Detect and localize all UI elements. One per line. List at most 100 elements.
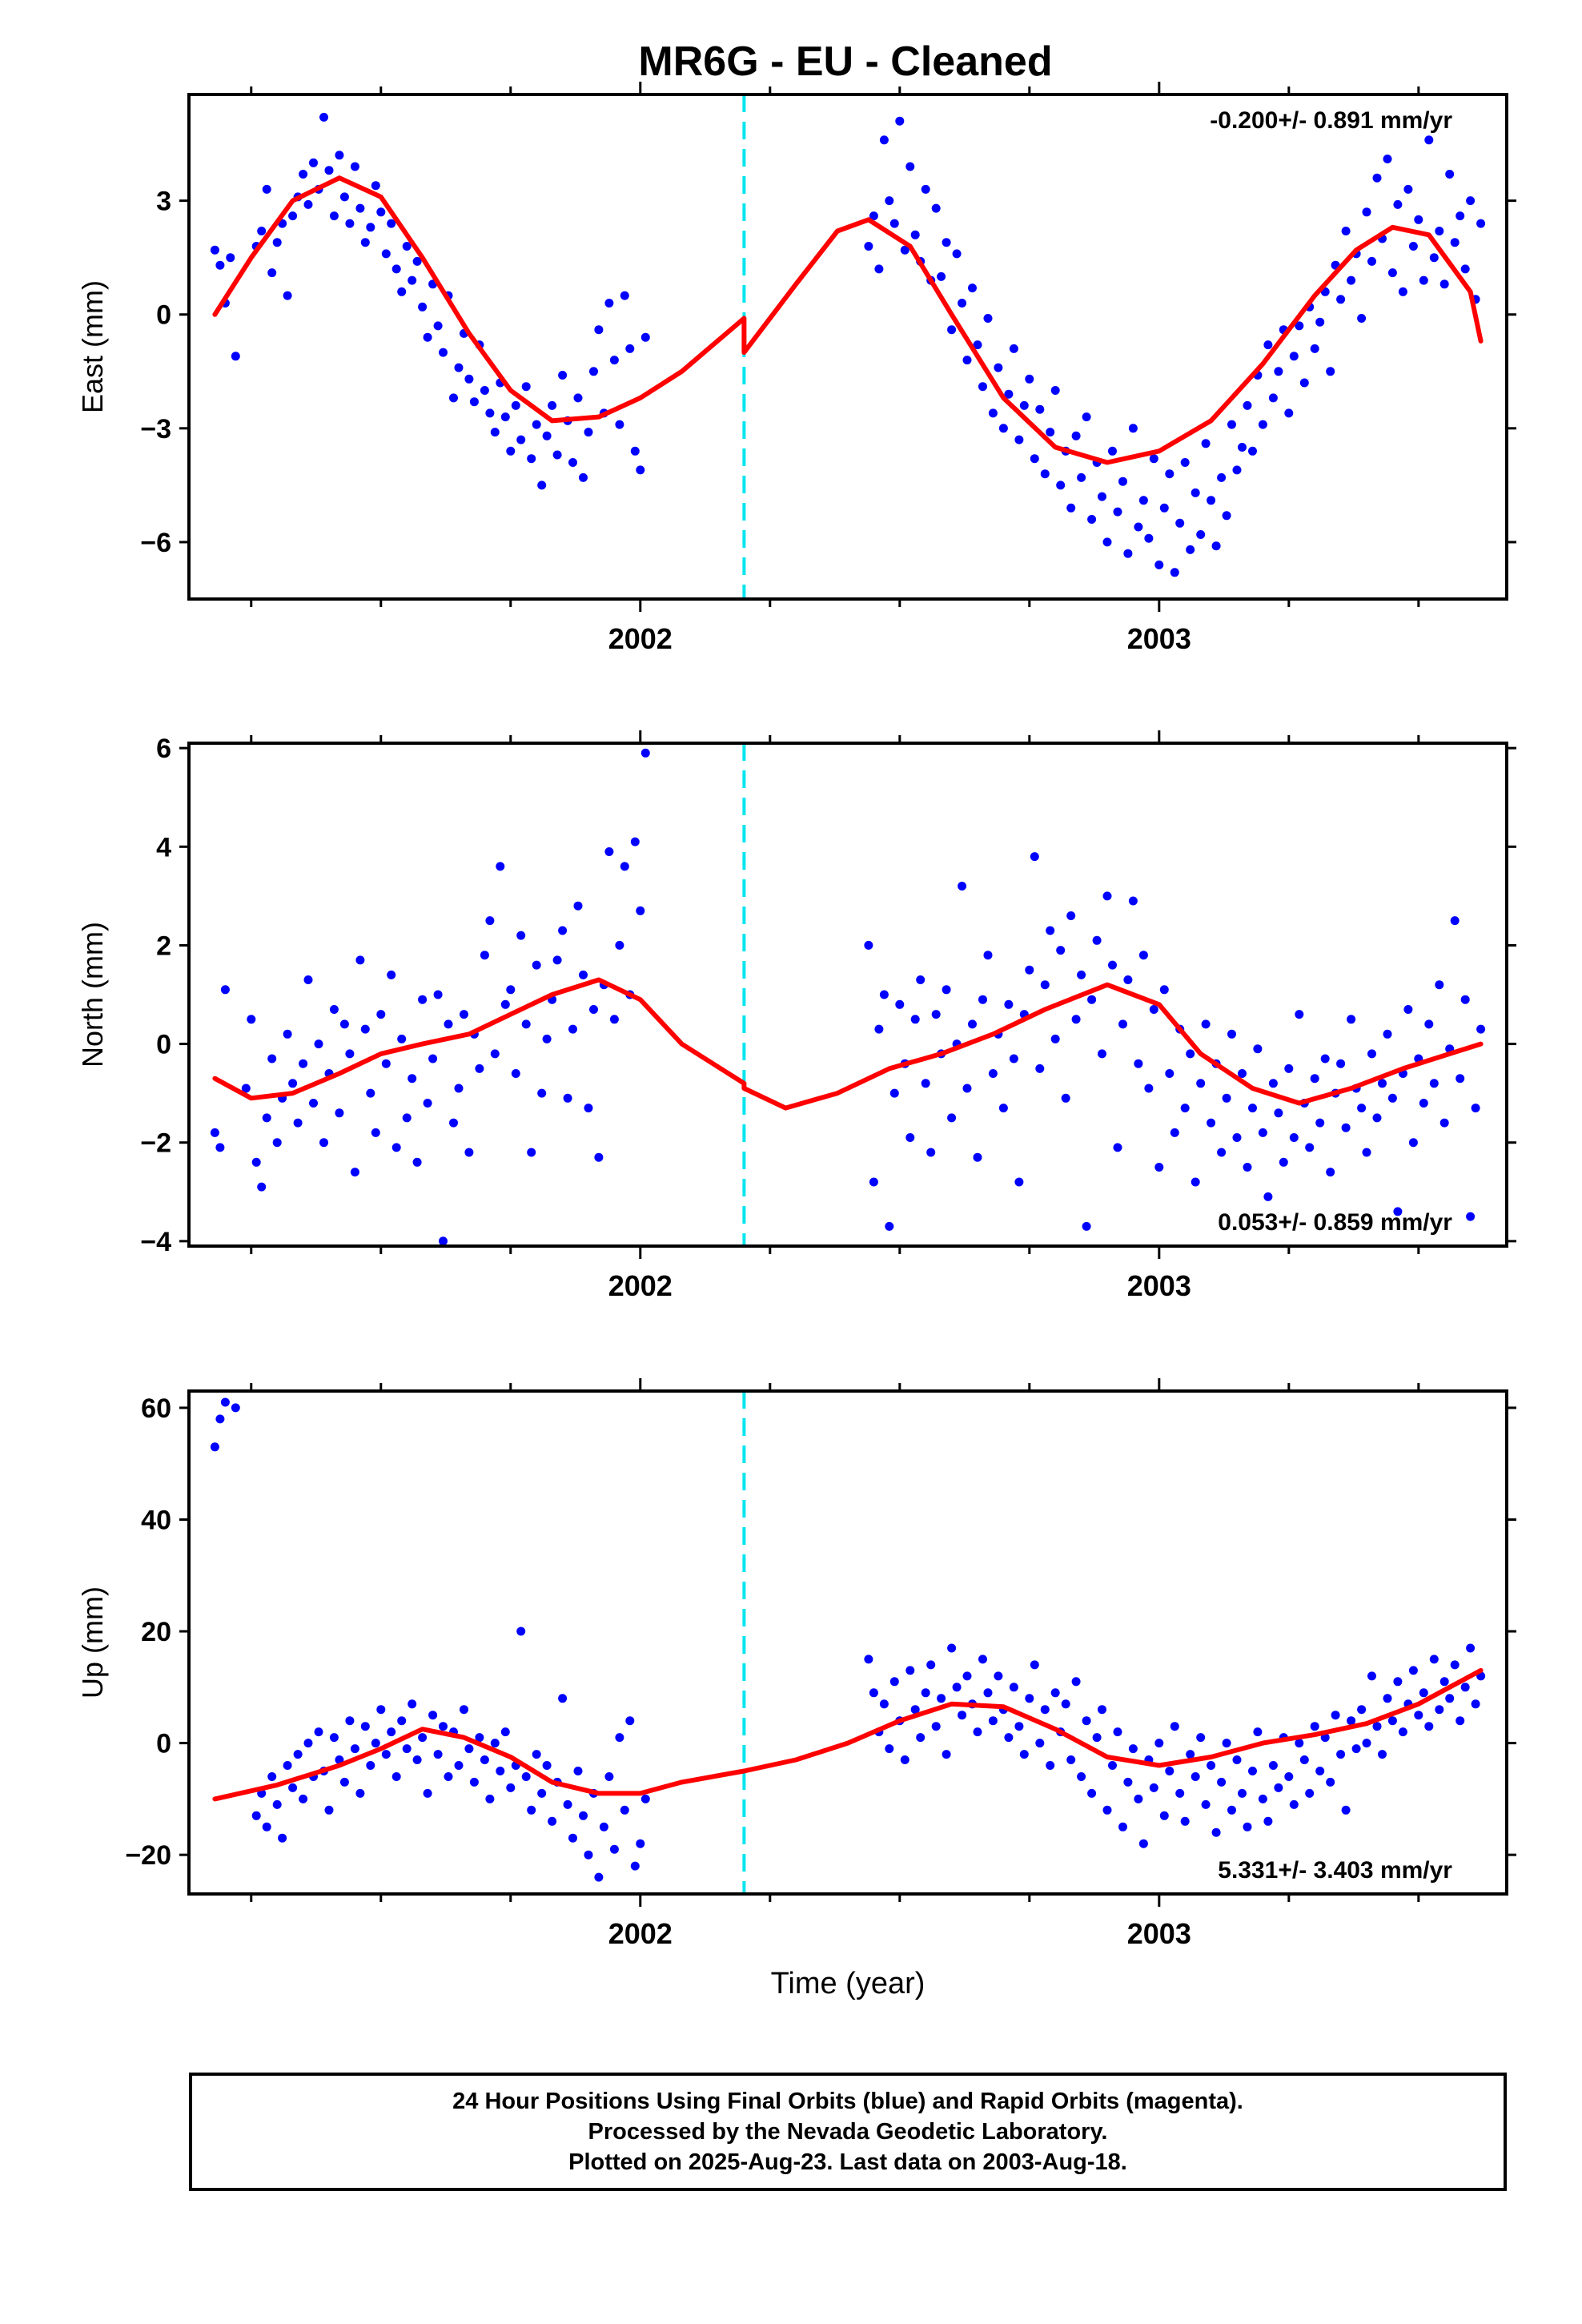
data-point [251, 1811, 261, 1820]
data-point [1118, 1019, 1127, 1029]
data-point [433, 1750, 443, 1759]
data-point [355, 1788, 365, 1798]
data-point [1186, 1750, 1195, 1759]
data-point [475, 1733, 484, 1743]
data-point [267, 1054, 277, 1063]
data-point [1460, 1683, 1470, 1692]
data-point [1460, 995, 1470, 1004]
data-point [879, 135, 889, 145]
data-point [1170, 1128, 1179, 1137]
x-tick-label: 2003 [1127, 622, 1191, 655]
data-point [1159, 1811, 1169, 1820]
data-point [1014, 435, 1024, 444]
data-point [1387, 1093, 1397, 1103]
data-point [1387, 268, 1397, 278]
data-point [1061, 1093, 1070, 1103]
data-point [1295, 321, 1304, 331]
data-point [1408, 1138, 1418, 1148]
data-point [1445, 170, 1455, 179]
data-point [449, 1118, 458, 1128]
data-point [1108, 1761, 1117, 1770]
data-point [895, 999, 905, 1009]
data-point [1082, 1716, 1091, 1726]
data-point [1238, 1069, 1247, 1078]
data-point [1207, 1118, 1216, 1128]
data-point [1180, 1104, 1190, 1113]
data-point [521, 382, 531, 392]
data-point [1248, 446, 1257, 456]
data-point [480, 951, 489, 960]
data-point [360, 238, 370, 247]
data-point [1258, 420, 1267, 429]
data-point [527, 454, 536, 464]
y-tick-label: −20 [125, 1840, 171, 1871]
data-point [439, 1722, 448, 1731]
data-point [1149, 454, 1158, 464]
north-panel: −4 −2 0 2 4 6 2002 2003 North (mm) 0.053+/- 0.859… [76, 730, 1516, 1302]
y-tick-label: −2 [140, 1128, 171, 1159]
data-point [962, 1084, 972, 1093]
data-point [444, 1019, 453, 1029]
data-point [1165, 1767, 1174, 1775]
data-point [1419, 1099, 1428, 1108]
data-point [267, 268, 277, 278]
data-point [408, 275, 417, 285]
data-point [900, 245, 909, 255]
data-point [1398, 287, 1407, 296]
data-point [1393, 199, 1403, 209]
data-point [1424, 1722, 1434, 1731]
data-point [329, 211, 339, 221]
data-point [1123, 975, 1133, 984]
data-point [885, 1221, 894, 1231]
data-point [1456, 211, 1465, 221]
data-point [1138, 1839, 1148, 1848]
data-point [1102, 537, 1112, 547]
data-point [1050, 386, 1060, 395]
data-point [1227, 1029, 1236, 1039]
data-point [1138, 496, 1148, 505]
data-point [625, 1716, 635, 1726]
data-point [885, 1744, 894, 1754]
data-point [1289, 1799, 1299, 1809]
data-point [1102, 1805, 1112, 1815]
data-point [869, 1688, 878, 1698]
data-point [1030, 1660, 1039, 1670]
data-point [1299, 1755, 1309, 1764]
data-point [1222, 1093, 1231, 1103]
data-point [879, 990, 889, 999]
data-point [1372, 1722, 1382, 1731]
data-point [376, 1705, 386, 1715]
data-point [1305, 1788, 1315, 1798]
data-point [542, 1761, 552, 1770]
data-point [869, 1177, 878, 1187]
east-panel: −6 −3 0 3 2002 2003 East (mm) -0.200+/- 0.891 m… [76, 82, 1516, 655]
data-point [1040, 469, 1050, 479]
data-point [309, 158, 318, 167]
data-point [594, 1872, 604, 1882]
data-point [1159, 503, 1169, 513]
data-point [215, 1414, 225, 1424]
data-point [1429, 1655, 1439, 1664]
data-point [1341, 1123, 1351, 1132]
data-point [428, 1054, 438, 1063]
data-point [568, 458, 577, 467]
data-point [418, 302, 428, 312]
data-point [1258, 1794, 1267, 1803]
data-point [998, 424, 1008, 433]
data-point [303, 1739, 313, 1748]
data-point [1035, 1739, 1045, 1748]
data-point [937, 271, 946, 281]
data-point [1123, 549, 1133, 558]
data-point [355, 203, 365, 213]
velocity-annotation: -0.200+/- 0.891 mm/yr [1210, 107, 1452, 134]
data-point [500, 999, 510, 1009]
data-point [231, 352, 240, 361]
data-point [1092, 935, 1102, 945]
plot-frame [187, 1389, 1508, 1896]
data-point [604, 299, 614, 308]
data-point [1289, 352, 1299, 361]
footer-line-3: Plotted on 2025-Aug-23. Last data on 200… [568, 2149, 1127, 2175]
data-point [1180, 1816, 1190, 1826]
plot-area [210, 743, 1486, 1246]
data-point [444, 1772, 453, 1781]
